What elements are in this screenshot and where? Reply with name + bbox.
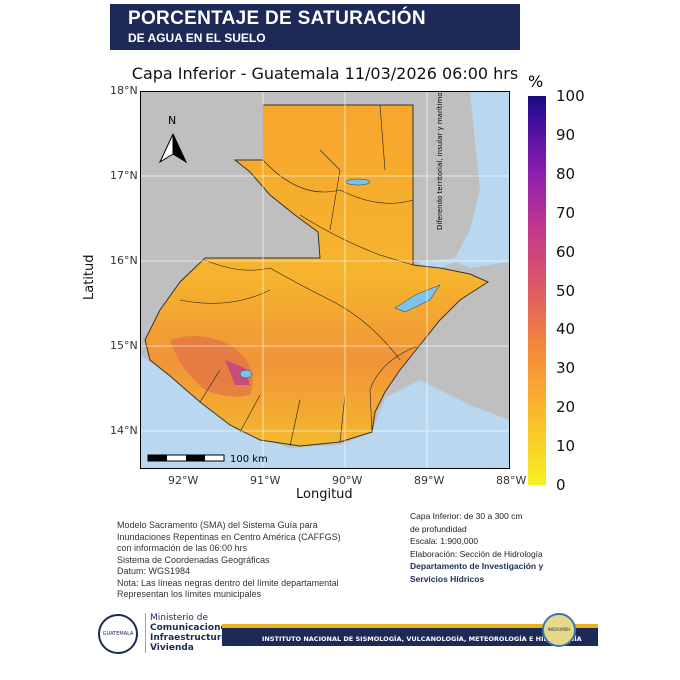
colorbar-tick: 60 — [556, 242, 576, 261]
ministry-line: Infraestructura y — [150, 633, 237, 643]
institute-banner: INSTITUTO NACIONAL DE SISMOLOGÍA, VULCAN… — [222, 624, 598, 646]
north-label: N — [168, 114, 176, 127]
disputed-note: Diferendo territorial, insular y marítim… — [436, 92, 444, 230]
x-tick: 89°W — [414, 474, 445, 487]
map-title: Capa Inferior - Guatemala 11/03/2026 06:… — [131, 64, 519, 83]
colorbar-tick: 20 — [556, 398, 576, 417]
x-tick: 92°W — [168, 474, 199, 487]
ministry-line: Comunicaciones, — [150, 623, 236, 633]
guatemala-seal-logo: GUATEMALA — [98, 614, 138, 654]
north-arrow-icon — [158, 133, 188, 164]
pacific-ocean — [141, 355, 509, 468]
x-tick: 91°W — [250, 474, 281, 487]
department-line: Servicios Hídricos — [410, 573, 485, 584]
note-line: Sistema de Coordenadas Geográficas — [117, 554, 270, 565]
colorbar-tick: 30 — [556, 359, 576, 378]
colorbar-tick: 10 — [556, 437, 576, 456]
max-saturation-zone — [225, 360, 250, 385]
colorbar-unit: % — [528, 72, 544, 91]
title-line-1: PORCENTAJE DE SATURACIÓN — [128, 8, 426, 29]
colorbar-tick: 90 — [556, 125, 576, 144]
y-tick: 17°N — [110, 169, 138, 182]
y-tick: 16°N — [110, 254, 138, 267]
note-line: Modelo Sacramento (SMA) del Sistema Guía… — [117, 520, 318, 530]
lake-peten-itza — [345, 178, 371, 186]
note-line: Nota: Las líneas negras dentro del límit… — [117, 577, 339, 588]
note-line: Capa Inferior: de 30 a 300 cm — [410, 511, 523, 521]
header-banner: PORCENTAJE DE SATURACIÓN DE AGUA EN EL S… — [110, 4, 520, 50]
colorbar-tick: 80 — [556, 164, 576, 183]
high-saturation-zone — [170, 336, 253, 397]
graticule — [141, 92, 509, 468]
lake-izabal — [394, 284, 441, 313]
note-line: Inundaciones Repentinas en Centro Améric… — [117, 531, 341, 542]
municipal-boundaries — [179, 104, 421, 447]
colorbar-tick: 100 — [556, 87, 585, 105]
x-axis-label: Longitud — [296, 487, 353, 502]
note-line: Representan los límites municipales — [117, 589, 262, 599]
lake-atitlan — [239, 369, 253, 379]
colorbar-tick: 0 — [556, 476, 566, 494]
scale-bar — [147, 454, 225, 462]
ministry-line: Vivienda — [150, 643, 194, 653]
colorbar — [528, 96, 546, 485]
note-line: de profundidad — [410, 523, 467, 534]
ministry-line: Ministerio de — [150, 613, 209, 623]
note-line: con información de las 06:00 hrs — [117, 543, 248, 553]
y-tick: 15°N — [110, 339, 138, 352]
insivumeh-logo: INSIVUMEH — [542, 613, 576, 647]
x-tick: 90°W — [332, 474, 363, 487]
colorbar-tick: 70 — [556, 203, 576, 222]
notes-left: Modelo Sacramento (SMA) del Sistema Guía… — [117, 520, 341, 601]
ministry-logo-text: Ministerio de Comunicaciones, Infraestru… — [145, 613, 236, 653]
scale-bar-label: 100 km — [230, 454, 268, 465]
colorbar-tick: 40 — [556, 320, 576, 339]
colorbar-tick: 50 — [556, 281, 576, 300]
notes-right: Capa Inferior: de 30 a 300 cm de profundi… — [410, 510, 543, 585]
note-line: Elaboración: Sección de Hidrología — [410, 548, 543, 559]
note-line: Datum: WGS1984 — [117, 566, 191, 576]
y-tick: 14°N — [110, 424, 138, 437]
y-tick: 18°N — [110, 84, 138, 97]
department-line: Departamento de Investigación y — [410, 561, 544, 571]
map-svg: N 100 km Diferendo territorial, insular … — [141, 12, 509, 468]
note-line: Escala: 1:900,000 — [410, 536, 479, 546]
x-tick: 88°W — [496, 474, 527, 487]
caribbean-sea — [418, 92, 509, 300]
y-axis-label: Latitud — [82, 254, 97, 300]
title-line-2: DE AGUA EN EL SUELO — [128, 31, 266, 45]
map-frame: N 100 km Diferendo territorial, insular … — [140, 12, 510, 469]
